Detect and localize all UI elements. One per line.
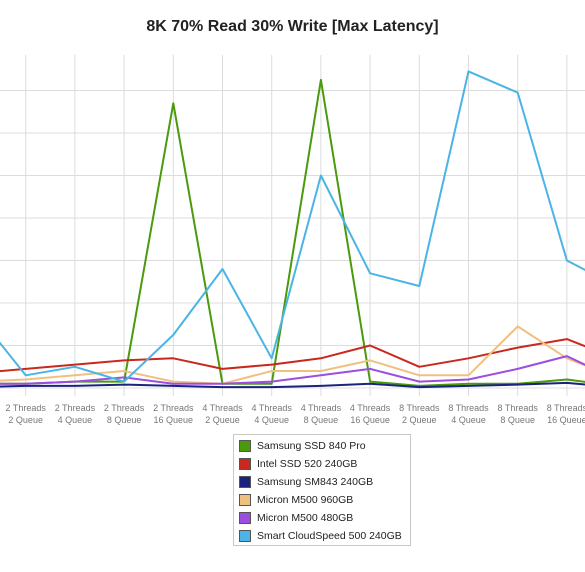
legend-label: Samsung SM843 240GB [257, 476, 374, 488]
legend-label: Samsung SSD 840 Pro [257, 440, 366, 452]
x-tick-label: 2 Threads 16 Queue [153, 403, 194, 425]
x-tick-label: 4 Threads 16 Queue [350, 403, 391, 425]
series-line-1 [0, 78, 585, 387]
x-tick-label: 4 Threads 2 Queue [202, 403, 243, 425]
legend-item: Intel SSD 520 240GB [234, 455, 410, 473]
legend-swatch [239, 530, 251, 542]
legend-label: Micron M500 960GB [257, 494, 354, 506]
legend-swatch [239, 476, 251, 488]
grid-layer [0, 55, 585, 396]
x-tick-label: 2 Threads 8 Queue [104, 403, 145, 425]
legend-swatch [239, 458, 251, 470]
x-tick-label: 8 Threads 2 Queue [399, 403, 440, 425]
series-line-6 [0, 70, 585, 383]
legend-item: Samsung SSD 840 Pro [234, 437, 410, 455]
x-tick-label: 8 Threads 8 Queue [498, 403, 539, 425]
legend: Samsung SSD 840 Pro Intel SSD 520 240GB Sa… [233, 434, 411, 546]
x-tick-label: 2 Threads 2 Queue [6, 403, 47, 425]
legend-item: Smart CloudSpeed 500 240GB [234, 527, 410, 545]
x-tick-label: 2 Threads 4 Queue [55, 403, 96, 425]
x-tick-label: 8 Threads 16 Queue [547, 403, 585, 425]
legend-label: Smart CloudSpeed 500 240GB [257, 530, 402, 542]
series-line-3 [0, 381, 585, 389]
legend-item: Samsung SM843 240GB [234, 473, 410, 491]
x-tick-label: 8 Threads 4 Queue [448, 403, 489, 425]
x-tick-label: 4 Threads 4 Queue [252, 403, 293, 425]
legend-item: Micron M500 480GB [234, 509, 410, 527]
legend-swatch [239, 494, 251, 506]
series-line-5 [0, 355, 585, 385]
legend-swatch [239, 440, 251, 452]
series-layer [0, 70, 585, 389]
legend-item: Micron M500 960GB [234, 491, 410, 509]
series-line-2 [0, 338, 585, 373]
legend-label: Intel SSD 520 240GB [257, 458, 358, 470]
legend-label: Micron M500 480GB [257, 512, 354, 524]
chart-title: 8K 70% Read 30% Write [Max Latency] [146, 18, 439, 35]
series-line-4 [0, 325, 585, 385]
x-tick-label: 4 Threads 8 Queue [301, 403, 342, 425]
legend-swatch [239, 512, 251, 524]
